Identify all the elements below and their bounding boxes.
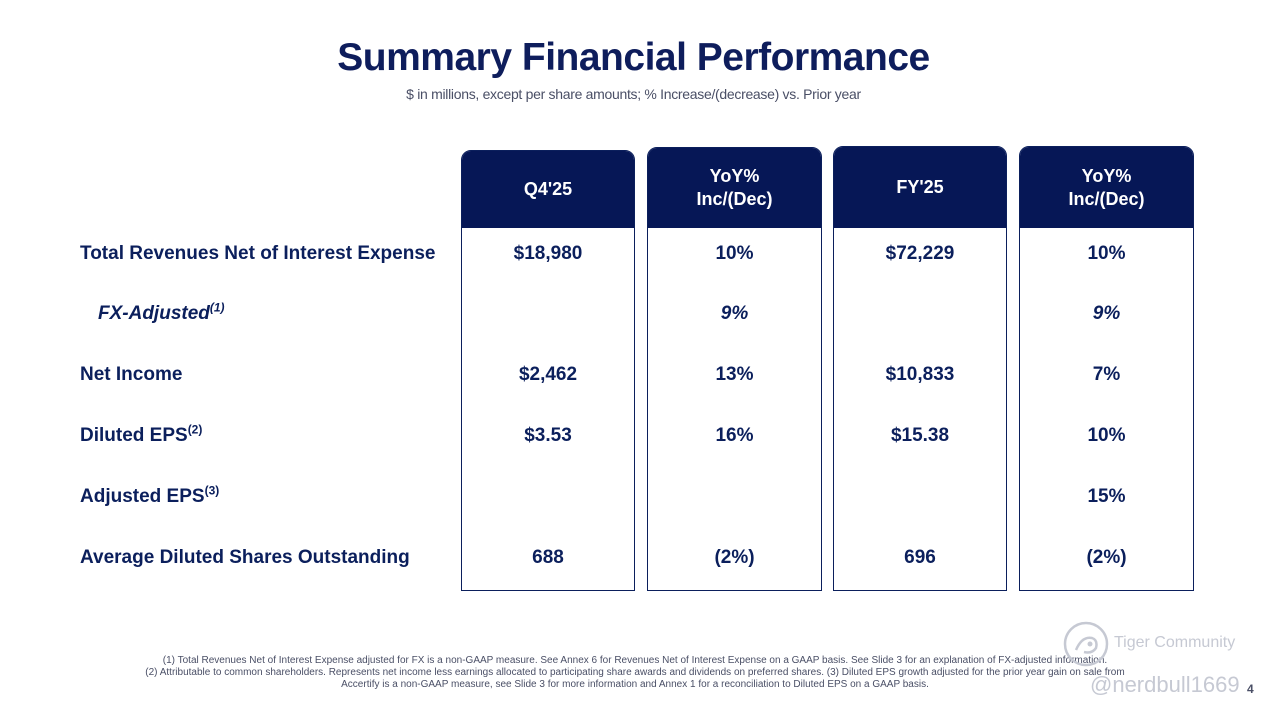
footnote-line: Accertify is a non-GAAP measure, see Sli… xyxy=(341,679,929,690)
row-label-net-income: Net Income xyxy=(80,364,183,385)
row-label-adjusted-eps: Adjusted EPS(3) xyxy=(80,483,220,507)
watermark-line1: Tiger Community xyxy=(1114,634,1236,651)
table-cell: $10,833 xyxy=(885,364,955,385)
column-fy-25: FY'25 $72,229 $10,833 $15.38 696 xyxy=(833,146,1007,591)
column-header: YoY% Inc/(Dec) xyxy=(1020,147,1193,228)
page-subtitle: $ in millions, except per share amounts;… xyxy=(406,86,861,102)
table-cell: (2%) xyxy=(714,547,755,568)
table-cell: 15% xyxy=(1087,486,1126,507)
table-cell: 696 xyxy=(904,547,936,568)
watermark-line2: @nerdbull1669 xyxy=(1090,672,1240,697)
table-cell: 688 xyxy=(532,547,564,568)
column-yoy-q4: YoY% Inc/(Dec) 10% 9% 13% 16% (2%) xyxy=(647,147,822,591)
column-q4-25: Q4'25 $18,980 $2,462 $3.53 688 xyxy=(461,150,635,591)
page-number: 4 xyxy=(1247,682,1254,696)
table-cell: $2,462 xyxy=(518,364,578,385)
column-header: Q4'25 xyxy=(462,151,634,228)
table-cell: $3.53 xyxy=(524,425,572,446)
table-cell: 10% xyxy=(1087,425,1126,446)
tiger-logo-icon xyxy=(1063,621,1109,667)
table-cell: $15.38 xyxy=(890,425,950,446)
table-cell: 9% xyxy=(720,303,749,324)
table-cell: 7% xyxy=(1092,364,1121,385)
watermark: Tiger Community @nerdbull1669 xyxy=(1062,620,1262,700)
row-label-total-revenues: Total Revenues Net of Interest Expense xyxy=(80,243,436,264)
column-header: FY'25 xyxy=(834,147,1006,228)
footnote-ref: (1) xyxy=(209,300,225,315)
footnote-ref: (3) xyxy=(204,483,220,498)
table-cell: $18,980 xyxy=(513,243,583,264)
column-yoy-fy: YoY% Inc/(Dec) 10% 9% 7% 10% 15% (2%) xyxy=(1019,146,1194,591)
table-cell: 9% xyxy=(1092,303,1121,324)
page-title: Summary Financial Performance xyxy=(337,36,930,79)
footnote-line: (1) Total Revenues Net of Interest Expen… xyxy=(162,655,1108,666)
row-label-fx-adjusted: FX-Adjusted(1) xyxy=(98,300,225,324)
row-label-avg-diluted-shares: Average Diluted Shares Outstanding xyxy=(80,547,410,568)
column-header: YoY% Inc/(Dec) xyxy=(648,148,821,228)
row-label-diluted-eps: Diluted EPS(2) xyxy=(80,422,203,446)
footnotes: (1) Total Revenues Net of Interest Expen… xyxy=(60,655,1210,691)
table-cell: 16% xyxy=(715,425,754,446)
table-cell: 10% xyxy=(1087,243,1126,264)
footnote-line: (2) Attributable to common shareholders.… xyxy=(145,667,1125,678)
table-cell: 10% xyxy=(715,243,754,264)
table-cell: $72,229 xyxy=(885,243,955,264)
table-cell: 13% xyxy=(715,364,754,385)
footnote-ref: (2) xyxy=(187,422,203,437)
table-cell: (2%) xyxy=(1086,547,1127,568)
